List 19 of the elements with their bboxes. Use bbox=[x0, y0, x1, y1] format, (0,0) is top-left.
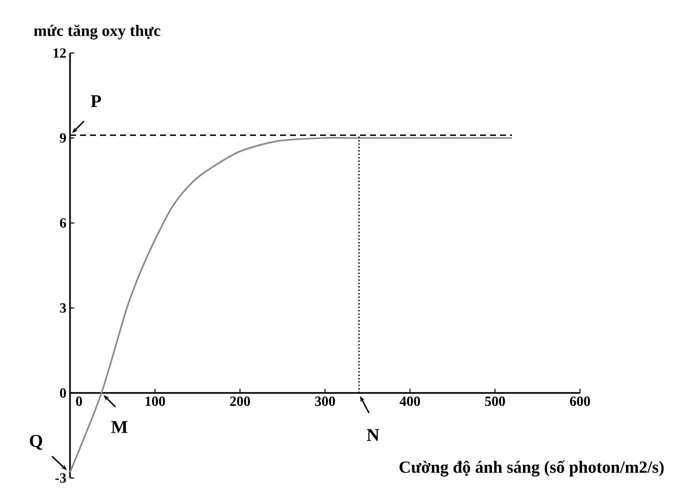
y-axis-title: mức tăng oxy thực bbox=[34, 24, 160, 40]
x-tick-label: 600 bbox=[570, 396, 590, 406]
y-tick-label: 12 bbox=[54, 48, 66, 58]
y-tick-label: 0 bbox=[60, 388, 66, 398]
y-tick-label: -3 bbox=[55, 473, 66, 483]
y-tick-label: 3 bbox=[60, 303, 66, 313]
y-tick-label: 6 bbox=[60, 218, 66, 228]
x-tick-label: 0 bbox=[76, 396, 82, 406]
x-tick-label: 400 bbox=[400, 396, 420, 406]
x-tick-label: 100 bbox=[146, 396, 165, 406]
x-tick-label: 500 bbox=[485, 396, 505, 406]
y-tick-label: 9 bbox=[60, 133, 66, 143]
x-tick-label: 200 bbox=[230, 396, 250, 406]
x-tick-label: 300 bbox=[315, 396, 335, 406]
annotation: N bbox=[366, 429, 380, 441]
x-axis-title: Cường độ ánh sáng (số photon/m2/s) bbox=[400, 460, 664, 476]
annotation: P bbox=[90, 95, 101, 108]
annotation: M bbox=[111, 421, 128, 433]
annotation: Q bbox=[30, 434, 42, 450]
